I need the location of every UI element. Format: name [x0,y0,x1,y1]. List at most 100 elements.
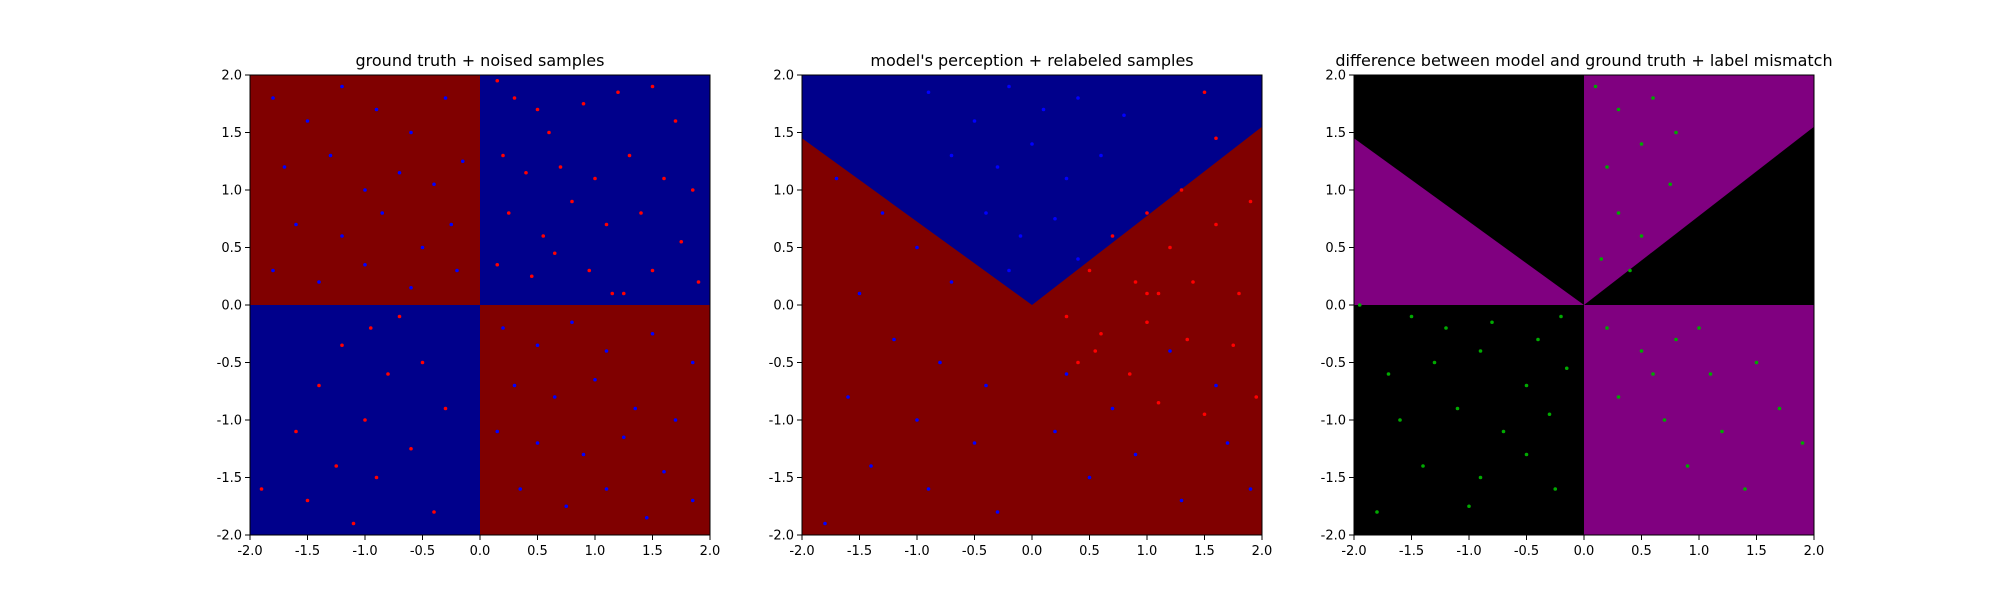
data-point [1145,211,1149,215]
data-point [1007,84,1011,89]
data-point [995,165,1000,169]
data-point [495,262,500,267]
data-point [386,372,390,376]
data-point [1179,498,1184,503]
data-point [512,96,517,100]
x-tick-label: 0.0 [1022,544,1043,559]
data-point [1145,320,1149,325]
x-tick-label: 2.0 [1252,544,1273,559]
background-regions [802,75,1262,535]
x-tick-label: 1.0 [1137,544,1158,559]
data-point [1421,464,1425,468]
x-tick-label: -1.0 [352,544,377,559]
data-point [1777,406,1782,411]
x-tick-label: -1.0 [904,544,929,559]
x-tick-label: 2.0 [1804,544,1825,559]
data-point [420,245,425,250]
data-point [633,406,638,411]
data-point [1145,291,1149,296]
data-point [305,119,310,123]
data-point [593,377,597,382]
data-point [570,320,574,325]
data-point [501,326,505,330]
data-point [409,446,413,451]
data-point [294,429,298,434]
data-point [1455,406,1460,411]
region-blue-wedge [802,75,1262,305]
y-tick-label: -1.0 [1321,414,1346,429]
data-point [1628,268,1632,273]
x-tick-label: -0.5 [410,544,435,559]
data-point [1536,337,1540,342]
data-point [409,130,413,135]
data-point [535,343,540,348]
x-tick-label: -1.5 [847,544,872,559]
data-point [915,245,919,250]
data-point [1133,280,1138,284]
data-point [1553,487,1558,491]
data-point [1191,280,1195,284]
chart-panel-2: -2.0 -1.5 -1.0 -0.5 0.0 0.5 1.0 1.5 2.0 -2.0 -1.5 -… [769,51,1273,559]
data-point [1432,360,1437,365]
data-point [432,182,436,187]
data-point [1467,504,1471,509]
data-point [1478,475,1483,480]
data-point [880,211,885,215]
y-tick-label: 1.0 [1325,184,1346,199]
y-tick-label: -2.0 [769,529,794,544]
data-point [1099,153,1103,158]
y-tick-label: 0.5 [773,241,794,256]
data-point [581,452,586,457]
data-point [409,285,413,290]
data-point [1559,314,1563,319]
data-point [604,349,609,353]
y-tick-label: 0.5 [1325,241,1346,256]
x-tick-label: -0.5 [1514,544,1539,559]
y-tick-label: -1.5 [769,471,794,486]
y-tick-label: 2.0 [1325,69,1346,84]
data-point [616,90,620,95]
data-point [1248,199,1253,204]
data-point [621,291,626,296]
data-point [334,464,339,468]
data-point [1231,343,1236,348]
data-point [1524,452,1529,457]
x-tick-label: 1.0 [1689,544,1710,559]
data-point [1041,107,1046,112]
data-point [1110,406,1115,411]
data-point [1651,372,1655,376]
data-point [1018,234,1023,238]
data-point [558,165,563,169]
data-point [363,188,367,192]
data-point [926,90,931,95]
data-point [1093,349,1098,353]
data-point [1444,326,1448,330]
data-point [679,239,684,244]
data-point [552,251,557,256]
chart-title: model's perception + relabeled samples [870,51,1193,70]
data-point [443,406,448,411]
y-tick-label: 2.0 [221,69,242,84]
data-point [397,170,402,175]
y-tick-label: -0.5 [217,356,242,371]
data-point [972,441,977,445]
data-point [1179,188,1184,192]
data-point [564,504,569,509]
data-point [662,176,666,181]
data-point [535,107,540,112]
x-tick-label: -2.0 [1341,544,1366,559]
data-point [610,291,615,296]
data-point [639,211,643,215]
data-point [1720,429,1724,434]
data-point [317,280,321,284]
y-tick-label: 0.5 [221,241,242,256]
chart-title: difference between model and ground trut… [1335,51,1832,70]
data-point [1248,487,1253,491]
data-point [351,521,356,526]
data-point [581,101,586,106]
data-point [1357,303,1362,307]
data-point [259,487,264,491]
x-tick-label: 0.5 [1631,544,1652,559]
data-point [1064,176,1069,181]
x-tick-label: 1.5 [642,544,663,559]
